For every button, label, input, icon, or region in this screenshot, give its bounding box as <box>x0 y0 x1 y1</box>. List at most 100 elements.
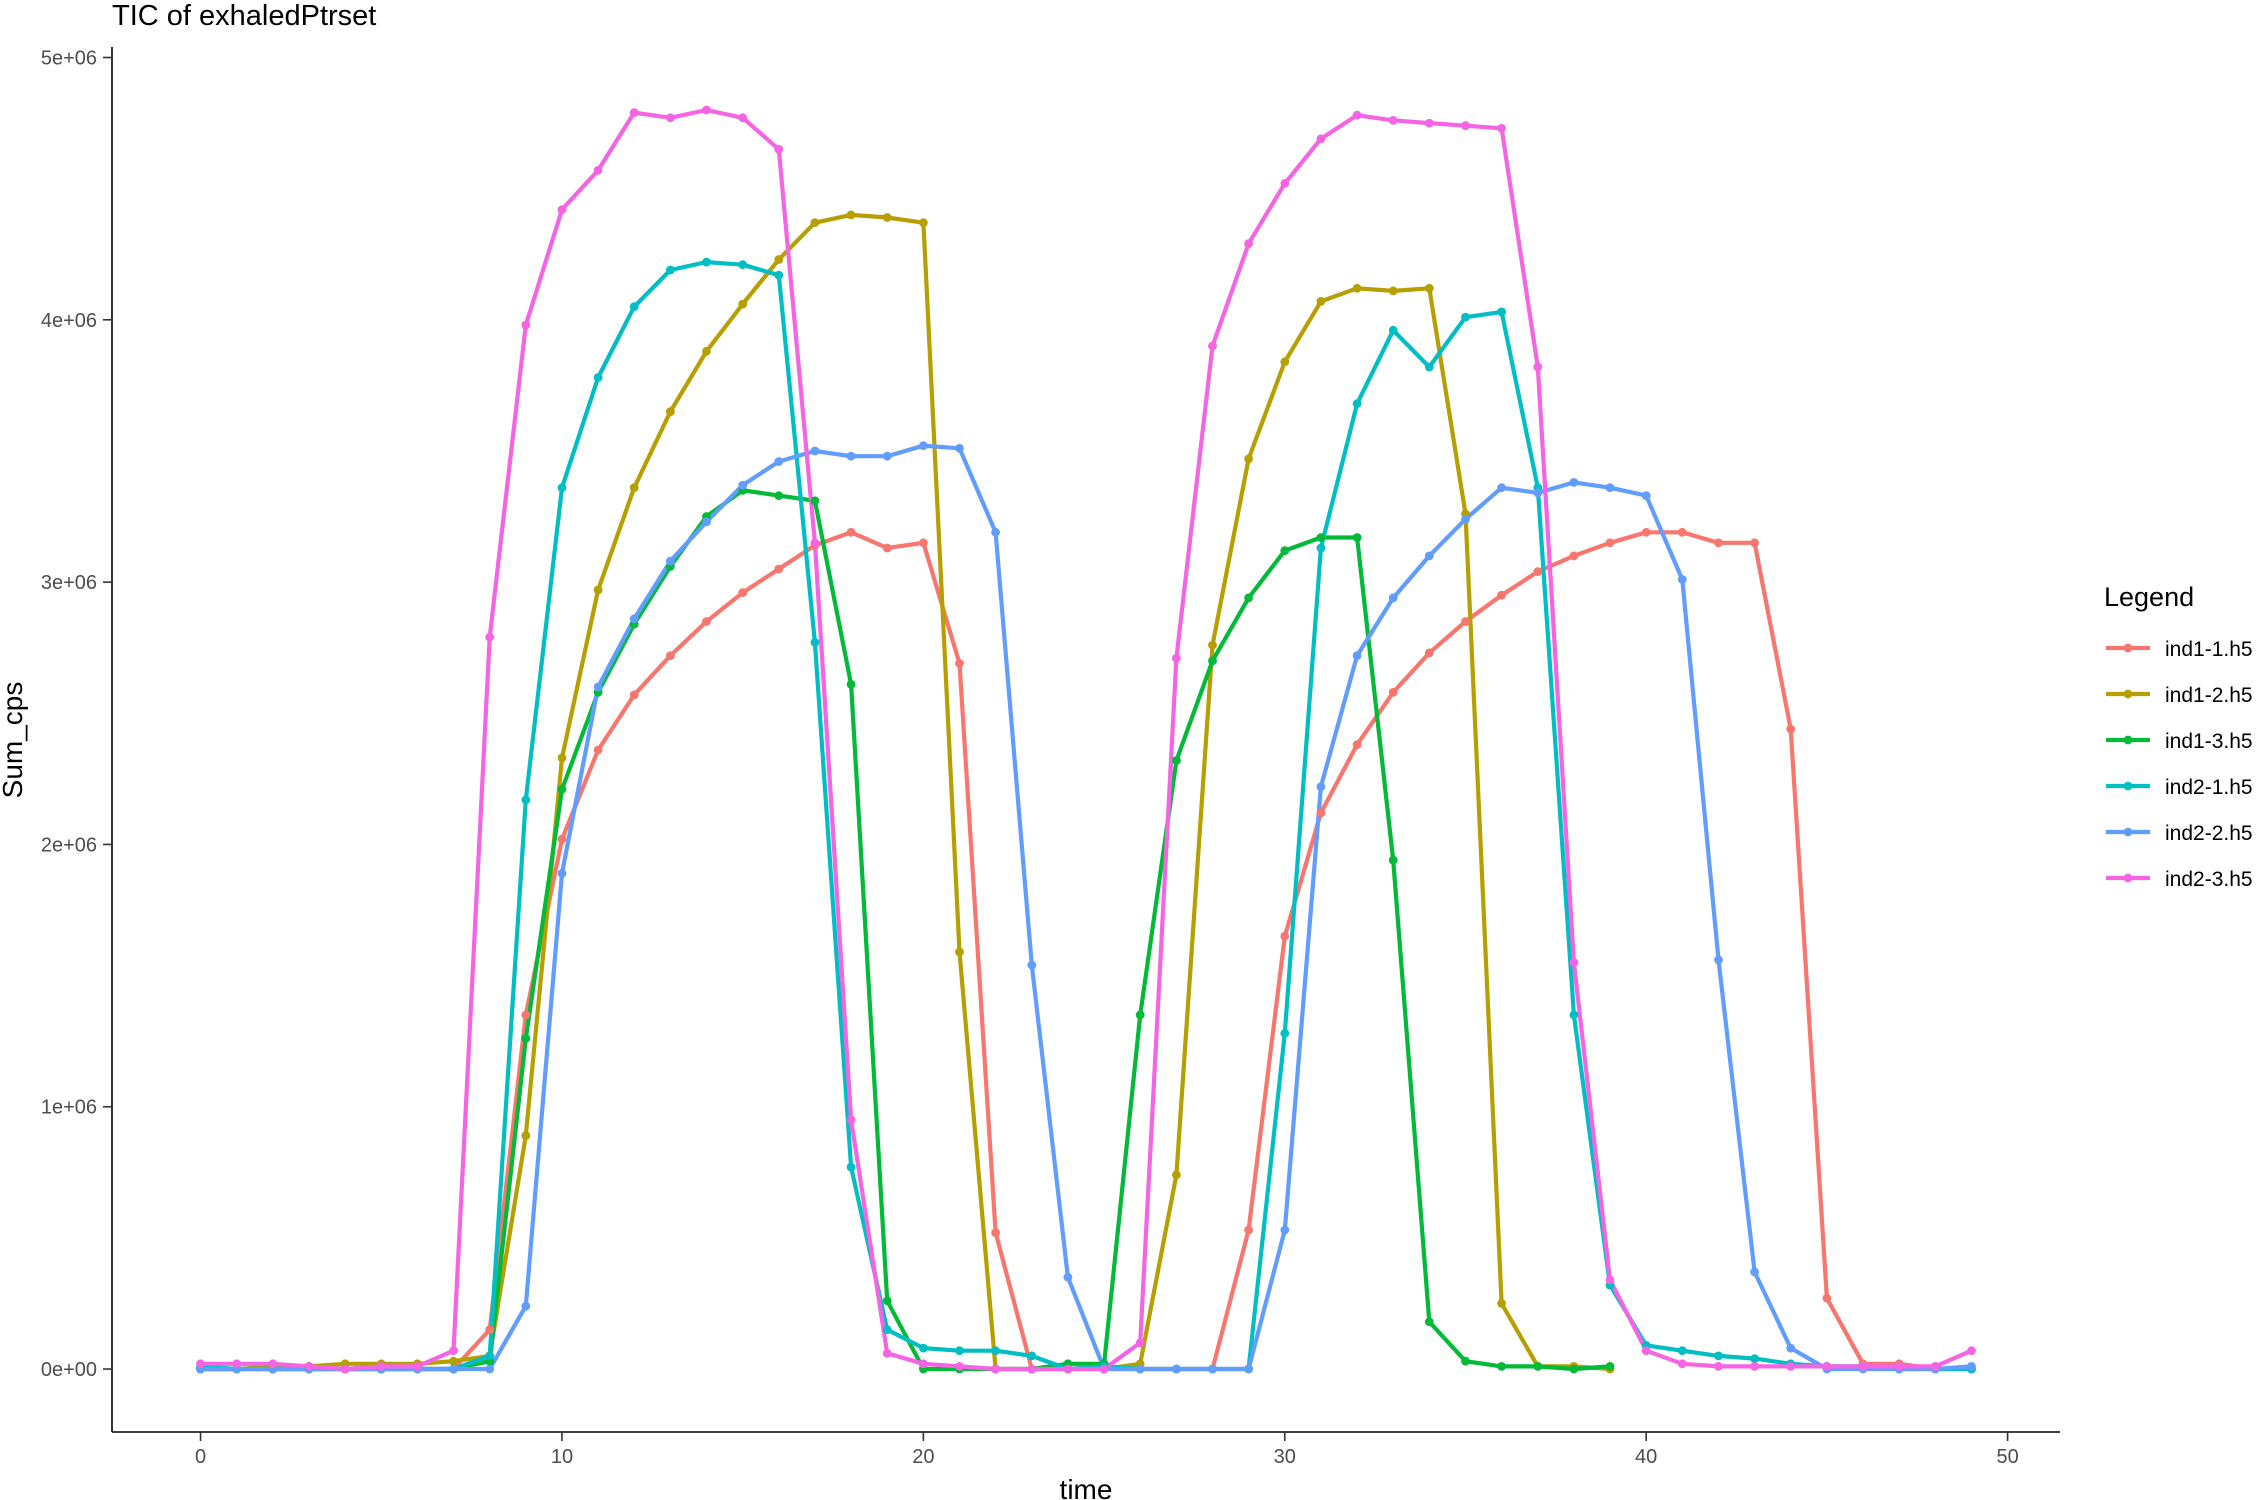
data-point-ind2-2-h5 <box>1714 955 1723 965</box>
data-point-ind2-3-h5 <box>1244 239 1253 249</box>
y-tick-label: 0e+00 <box>41 1359 97 1381</box>
legend-key-point <box>2123 643 2133 653</box>
data-point-ind2-2-h5 <box>1208 1364 1217 1374</box>
legend-label: ind2-1.h5 <box>2165 776 2253 799</box>
x-axis-ticks: 0 10 20 30 40 50 <box>195 1432 2019 1468</box>
data-point-ind2-2-h5 <box>1352 651 1362 660</box>
data-point-ind1-1-h5 <box>1244 1225 1253 1235</box>
data-point-ind2-3-h5 <box>413 1362 422 1371</box>
data-point-ind2-2-h5 <box>1063 1272 1073 1282</box>
data-point-ind1-3-h5 <box>1280 546 1290 555</box>
legend-label: ind1-3.h5 <box>2165 730 2253 753</box>
legend-key-point <box>2123 735 2133 745</box>
data-point-ind2-3-h5 <box>1027 1364 1037 1374</box>
data-point-ind1-3-h5 <box>1461 1356 1470 1366</box>
data-point-ind1-1-h5 <box>846 527 856 537</box>
data-point-ind2-3-h5 <box>882 1348 892 1358</box>
data-point-ind1-1-h5 <box>1605 538 1615 548</box>
y-tick-label: 5e+06 <box>41 47 97 69</box>
legend-label: ind1-2.h5 <box>2165 684 2253 707</box>
x-tick-label: 0 <box>195 1446 206 1468</box>
data-point-ind1-1-h5 <box>774 564 784 574</box>
data-point-ind2-3-h5 <box>1497 123 1506 133</box>
data-point-ind2-3-h5 <box>196 1359 205 1369</box>
data-point-ind2-3-h5 <box>304 1362 314 1371</box>
data-point-ind2-2-h5 <box>449 1364 458 1374</box>
data-point-ind1-1-h5 <box>1569 551 1579 561</box>
data-point-ind1-2-h5 <box>449 1356 458 1366</box>
data-point-ind2-1-h5 <box>810 638 820 647</box>
data-point-ind1-3-h5 <box>1352 533 1362 542</box>
data-point-ind1-3-h5 <box>1497 1362 1506 1371</box>
data-point-ind1-3-h5 <box>557 784 567 794</box>
data-point-ind2-3-h5 <box>1569 958 1579 967</box>
legend-item-ind2-2-h5: ind2-2.h5 <box>2106 822 2253 845</box>
data-point-ind1-3-h5 <box>521 1034 531 1043</box>
data-point-ind2-2-h5 <box>666 556 675 566</box>
data-point-ind1-3-h5 <box>810 496 820 506</box>
data-point-ind2-3-h5 <box>1894 1362 1904 1371</box>
data-point-ind2-3-h5 <box>738 113 748 123</box>
data-point-ind2-1-h5 <box>1569 1010 1579 1020</box>
legend-label: ind2-2.h5 <box>2165 822 2253 845</box>
y-axis-ticks: 0e+00 1e+06 2e+06 3e+06 4e+06 5e+06 <box>41 47 112 1381</box>
data-point-ind2-1-h5 <box>955 1346 964 1356</box>
data-point-ind1-2-h5 <box>1316 297 1326 306</box>
x-tick-label: 30 <box>1274 1446 1296 1468</box>
data-point-ind2-2-h5 <box>846 451 856 461</box>
data-point-ind1-1-h5 <box>629 690 639 700</box>
data-point-ind2-3-h5 <box>1786 1362 1796 1371</box>
data-point-ind2-1-h5 <box>593 373 603 382</box>
data-point-ind2-2-h5 <box>1641 491 1651 500</box>
data-point-ind2-2-h5 <box>1461 514 1470 524</box>
data-point-ind2-1-h5 <box>521 795 531 805</box>
data-point-ind2-1-h5 <box>1027 1351 1037 1361</box>
data-point-ind2-1-h5 <box>846 1162 856 1172</box>
data-point-ind1-2-h5 <box>774 255 784 264</box>
data-point-ind2-1-h5 <box>1497 307 1506 317</box>
data-point-ind2-1-h5 <box>1280 1028 1290 1038</box>
data-point-ind2-3-h5 <box>1930 1362 1940 1371</box>
data-point-ind1-2-h5 <box>955 947 964 957</box>
data-point-ind2-2-h5 <box>557 868 567 878</box>
data-point-ind2-2-h5 <box>1533 488 1543 498</box>
data-point-ind2-3-h5 <box>955 1362 964 1371</box>
x-axis-title: time <box>1060 1474 1113 1500</box>
data-point-ind2-3-h5 <box>702 105 711 115</box>
data-point-ind2-2-h5 <box>1316 782 1326 792</box>
data-point-ind1-3-h5 <box>1135 1010 1145 1020</box>
data-point-ind1-1-h5 <box>521 1010 531 1020</box>
data-point-ind2-2-h5 <box>1135 1364 1145 1374</box>
data-point-ind2-1-h5 <box>702 257 711 267</box>
x-tick-label: 40 <box>1635 1446 1657 1468</box>
data-point-ind2-1-h5 <box>1750 1354 1759 1363</box>
data-point-ind1-1-h5 <box>593 745 603 755</box>
data-point-ind2-3-h5 <box>666 113 675 123</box>
data-point-ind1-2-h5 <box>1280 357 1290 367</box>
data-point-ind1-3-h5 <box>1424 1317 1434 1327</box>
series-line-ind1-1-h5 <box>198 530 1974 1372</box>
data-point-ind1-3-h5 <box>1172 756 1181 765</box>
y-tick-label: 2e+06 <box>41 834 97 856</box>
series-line-ind1-3-h5 <box>198 488 1613 1372</box>
data-point-ind2-3-h5 <box>268 1359 278 1369</box>
data-point-ind2-3-h5 <box>1641 1346 1651 1356</box>
data-point-ind2-1-h5 <box>485 1351 495 1361</box>
data-point-ind1-1-h5 <box>955 659 964 668</box>
data-point-ind1-1-h5 <box>485 1325 495 1335</box>
data-point-ind2-3-h5 <box>846 1115 856 1125</box>
data-point-ind2-3-h5 <box>557 205 567 215</box>
data-point-ind2-3-h5 <box>1714 1362 1723 1371</box>
data-point-ind2-1-h5 <box>1461 312 1470 322</box>
data-point-ind2-2-h5 <box>1569 478 1579 487</box>
data-point-ind2-2-h5 <box>991 527 1000 537</box>
data-point-ind1-3-h5 <box>1569 1364 1579 1374</box>
data-point-ind1-2-h5 <box>882 213 892 222</box>
plot-lines <box>198 107 1974 1372</box>
data-point-ind1-3-h5 <box>1208 656 1217 666</box>
data-point-ind1-1-h5 <box>1352 740 1362 750</box>
data-point-ind2-3-h5 <box>1677 1359 1687 1369</box>
y-axis-title: Sum_cps <box>0 682 28 799</box>
series-line-ind2-2-h5 <box>198 443 1974 1372</box>
